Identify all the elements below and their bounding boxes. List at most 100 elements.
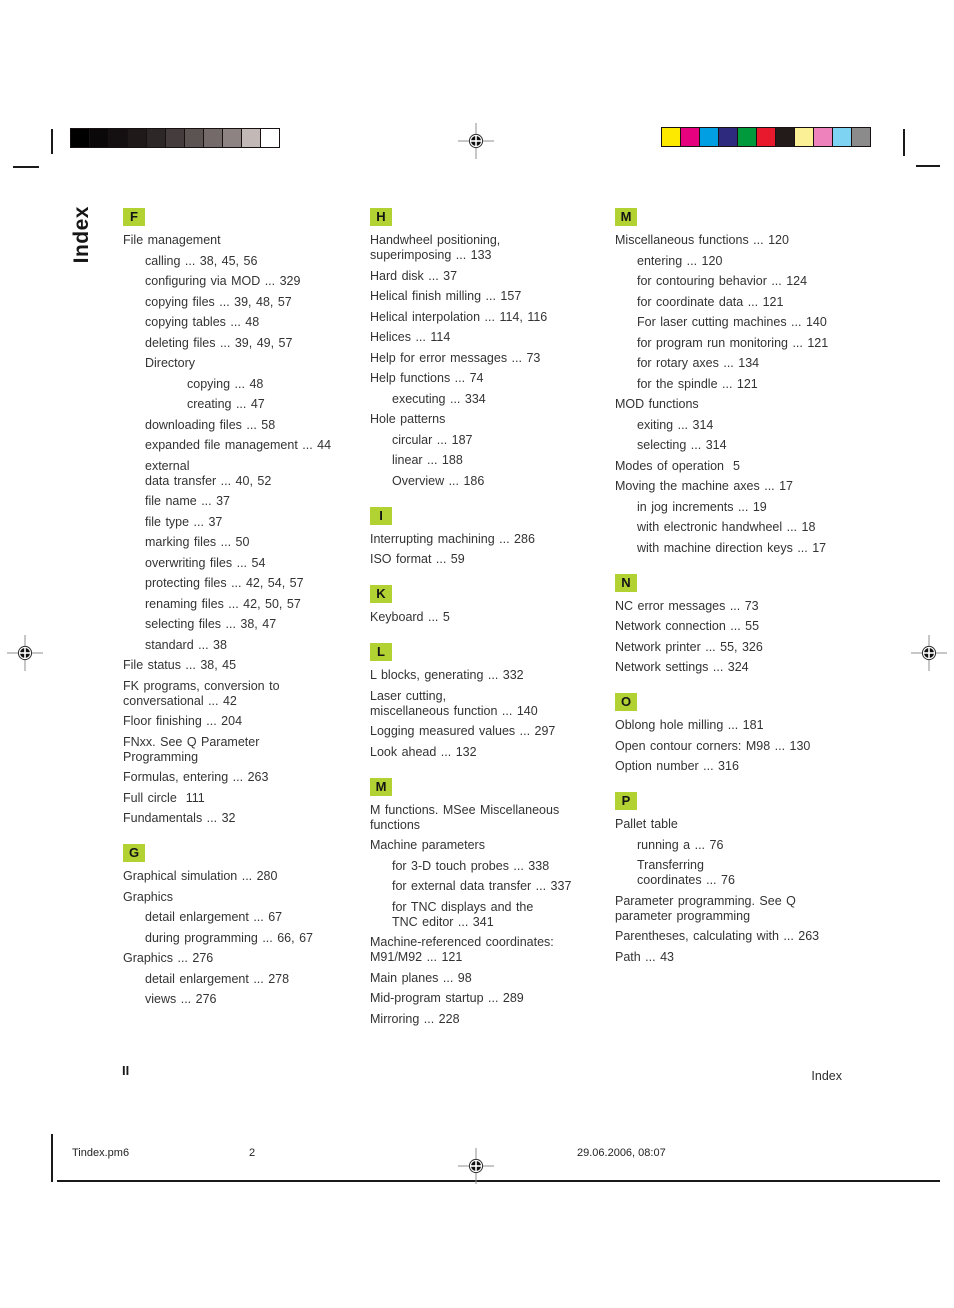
index-entry: copying files ... 39, 48, 57 (145, 294, 292, 309)
calibration-swatch (184, 128, 204, 148)
index-entry: L blocks, generating ... 332 (370, 668, 524, 682)
index-entry: Helices ... 114 (370, 330, 451, 344)
calibration-swatch (832, 127, 852, 147)
calibration-swatch (108, 128, 128, 148)
color-calibration-bar (661, 127, 871, 147)
index-section-f: F File management calling ... 38, 45, 56 co… (123, 208, 363, 826)
index-entry: for the spindle ... 121 (637, 376, 758, 391)
calibration-swatch (146, 128, 166, 148)
index-entry: circular ... 187 (392, 432, 473, 447)
index-entry: NC error messages ... 73 (615, 598, 759, 613)
section-letter-badge: G (123, 844, 145, 862)
calibration-swatch (718, 127, 738, 147)
crop-mark (51, 1134, 53, 1182)
calibration-swatch (203, 128, 223, 148)
section-letter-badge: L (370, 643, 392, 661)
index-section-o: O Oblong hole milling ... 181 Open contour… (615, 693, 867, 774)
index-entry: Handwheel positioning, superimposing ...… (370, 233, 501, 262)
index-entry: Parentheses, calculating with ... 263 (615, 929, 820, 943)
section-letter-badge: K (370, 585, 392, 603)
index-entry: Help functions ... 74 (370, 371, 484, 385)
index-entry: Network printer ... 55, 326 (615, 639, 763, 654)
footer-chapter-label: Index (811, 1069, 842, 1083)
calibration-swatch (813, 127, 833, 147)
index-section-g: G Graphical simulation ... 280 Graphics det… (123, 844, 363, 1007)
chapter-side-label: Index (70, 206, 93, 264)
index-entry: MOD functions (615, 397, 699, 411)
index-entry: Transferring coordinates ... 76 (637, 858, 735, 887)
index-entry: Logging measured values ... 297 (370, 724, 556, 738)
index-entry: for coordinate data ... 121 (637, 294, 784, 309)
crop-mark (916, 165, 940, 167)
index-entry: renaming files ... 42, 50, 57 (145, 596, 301, 611)
index-entry: File status ... 38, 45 (123, 658, 237, 672)
index-entry: detail enlargement ... 278 (145, 971, 290, 986)
index-entry: for contouring behavior ... 124 (637, 274, 808, 288)
index-entry: Formulas, entering ... 263 (123, 770, 269, 784)
index-section-l: L L blocks, generating ... 332 Laser cutti… (370, 643, 610, 760)
section-letter-badge: I (370, 506, 392, 525)
index-entry: Mid-program startup ... 289 (370, 991, 524, 1005)
crop-mark (903, 129, 905, 156)
index-entry: Pallet table (615, 817, 678, 831)
index-entry: detail enlargement ... 67 (145, 910, 283, 924)
index-section-h: H Handwheel positioning, superimposing ..… (370, 208, 610, 489)
index-entry: Option number ... 316 (615, 759, 739, 773)
index-entry: Parameter programming. See Q parameter p… (615, 893, 796, 923)
index-entry: configuring via MOD ... 329 (145, 274, 301, 288)
index-entry: Miscellaneous functions ... 120 (615, 233, 789, 247)
index-entry: Machine-referenced coordinates: M91/M92 … (370, 935, 554, 964)
registration-mark-icon (911, 635, 947, 671)
calibration-swatch (70, 128, 90, 148)
index-entry: Oblong hole milling ... 181 (615, 718, 764, 732)
index-entry: Keyboard ... 5 (370, 610, 450, 624)
index-entry: Helical finish milling ... 157 (370, 289, 522, 303)
index-entry: Path ... 43 (615, 949, 674, 964)
index-entry: Overview ... 186 (392, 473, 485, 488)
index-entry: FNxx. See Q Parameter Programming (123, 734, 260, 764)
crop-mark (51, 129, 53, 154)
index-entry: Look ahead ... 132 (370, 744, 477, 759)
index-entry: Mirroring ... 228 (370, 1011, 460, 1026)
index-entry: for 3-D touch probes ... 338 (392, 858, 550, 873)
index-entry: M functions. MSee Miscellaneous function… (370, 802, 560, 832)
index-entry: in jog increments ... 19 (637, 499, 767, 514)
index-entry: for rotary axes ... 134 (637, 356, 760, 370)
calibration-swatch (89, 128, 109, 148)
index-entry: executing ... 334 (392, 391, 486, 406)
section-letter-badge: N (615, 573, 637, 592)
index-column: F File management calling ... 38, 45, 56 co… (123, 208, 363, 1013)
index-section-k: K Keyboard ... 5 (370, 585, 610, 625)
calibration-swatch (241, 128, 261, 148)
index-entry: Helical interpolation ... 114, 116 (370, 309, 548, 324)
index-entry: Graphics ... 276 (123, 951, 214, 965)
section-letter-badge: H (370, 208, 392, 226)
calibration-swatch (222, 128, 242, 148)
index-entry: Graphical simulation ... 280 (123, 869, 278, 883)
index-entry: entering ... 120 (637, 253, 723, 268)
index-entry: creating ... 47 (187, 397, 265, 411)
index-entry: protecting files ... 42, 54, 57 (145, 576, 304, 590)
calibration-swatch (794, 127, 814, 147)
index-entry: file type ... 37 (145, 514, 223, 529)
calibration-swatch (661, 127, 681, 147)
index-entry: downloading files ... 58 (145, 417, 276, 432)
index-entry: Network connection ... 55 (615, 619, 760, 633)
index-entry: linear ... 188 (392, 453, 463, 467)
index-column: H Handwheel positioning, superimposing ..… (370, 208, 610, 1032)
index-entry: Graphics (123, 889, 174, 904)
calibration-swatch (260, 128, 280, 148)
index-entry: Interrupting machining ... 286 (370, 531, 535, 546)
index-entry: Help for error messages ... 73 (370, 350, 541, 365)
calibration-swatch (165, 128, 185, 148)
section-letter-badge: F (123, 208, 145, 226)
registration-mark-icon (458, 123, 494, 159)
index-entry: Hole patterns (370, 412, 446, 426)
calibration-swatch (756, 127, 776, 147)
index-entry: selecting files ... 38, 47 (145, 617, 277, 631)
index-entry: overwriting files ... 54 (145, 555, 266, 570)
index-entry: Directory (145, 356, 196, 370)
index-entry: ISO format ... 59 (370, 552, 465, 566)
index-entry: deleting files ... 39, 49, 57 (145, 335, 293, 350)
